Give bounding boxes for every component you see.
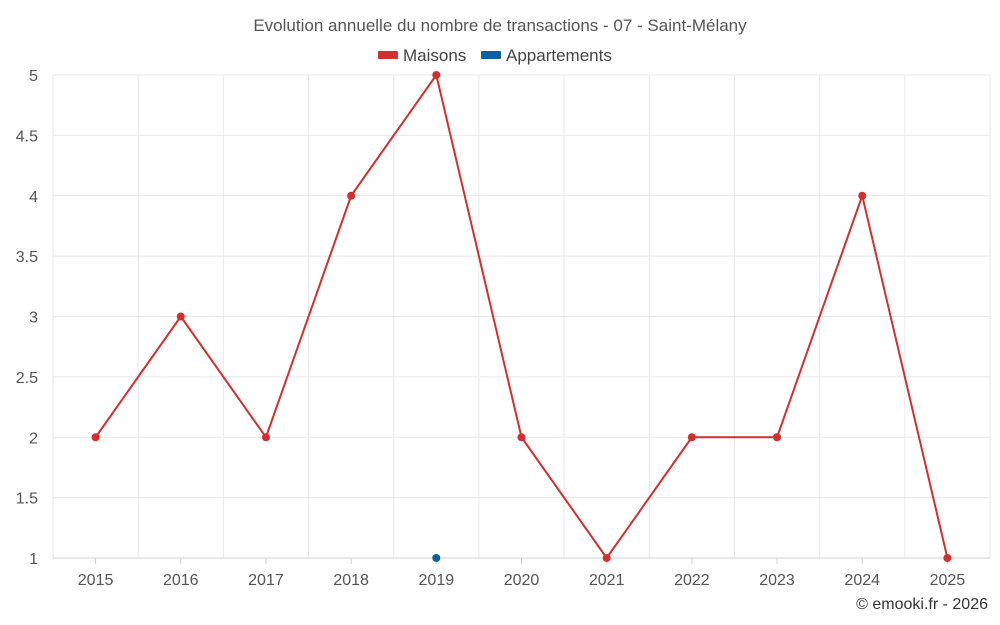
x-tick-label: 2017	[248, 572, 284, 589]
x-axis: 2015 2016 2017 2018 2019 2020 2021 2022 2023 2024…	[53, 557, 990, 589]
data-point-maisons-2023[interactable]	[773, 433, 782, 442]
data-point-maisons-2017[interactable]	[261, 433, 270, 442]
grid	[52, 74, 991, 559]
x-tick-label: 2019	[419, 572, 455, 589]
x-tick-label: 2018	[333, 572, 369, 589]
y-tick-label: 3	[29, 310, 38, 327]
y-tick-label: 2.5	[16, 370, 38, 387]
legend-swatch-appartements	[481, 51, 501, 59]
y-tick-label: 3.5	[16, 249, 38, 266]
data-point-maisons-2020[interactable]	[517, 433, 526, 442]
data-point-appartements-2019[interactable]	[432, 554, 441, 562]
legend-item-maisons[interactable]: Maisons	[378, 46, 466, 65]
chart-title: Evolution annuelle du nombre de transact…	[253, 16, 747, 35]
legend-swatch-maisons	[378, 51, 398, 59]
y-tick-label: 1	[29, 551, 38, 568]
data-point-maisons-2025[interactable]	[943, 554, 952, 562]
data-point-maisons-2016[interactable]	[176, 312, 185, 321]
data-point-maisons-2022[interactable]	[687, 433, 696, 442]
y-tick-label: 4.5	[16, 128, 38, 145]
x-tick-label: 2023	[759, 572, 795, 589]
y-axis: 1 1.5 2 2.5 3 3.5 4 4.5 5	[16, 68, 38, 568]
legend-label-maisons: Maisons	[403, 46, 466, 65]
credit-text: © emooki.fr - 2026	[856, 596, 988, 613]
y-tick-label: 5	[29, 68, 38, 85]
y-tick-label: 4	[29, 189, 38, 206]
x-tick-label: 2020	[504, 572, 540, 589]
data-point-maisons-2024[interactable]	[858, 191, 867, 200]
legend-item-appartements[interactable]: Appartements	[481, 46, 612, 65]
x-tick-label: 2022	[674, 572, 710, 589]
data-point-maisons-2021[interactable]	[602, 554, 611, 562]
series	[91, 71, 952, 562]
x-tick-label: 2024	[844, 572, 880, 589]
legend: Maisons Appartements	[378, 46, 612, 65]
data-point-maisons-2019[interactable]	[432, 71, 441, 79]
data-point-maisons-2018[interactable]	[347, 191, 356, 200]
y-tick-label: 2	[29, 430, 38, 447]
x-tick-label: 2016	[163, 572, 199, 589]
x-tick-label: 2025	[930, 572, 966, 589]
y-tick-label: 1.5	[16, 491, 38, 508]
data-point-maisons-2015[interactable]	[91, 433, 100, 442]
x-tick-label: 2015	[78, 572, 114, 589]
legend-label-appartements: Appartements	[506, 46, 612, 65]
x-tick-label: 2021	[589, 572, 625, 589]
